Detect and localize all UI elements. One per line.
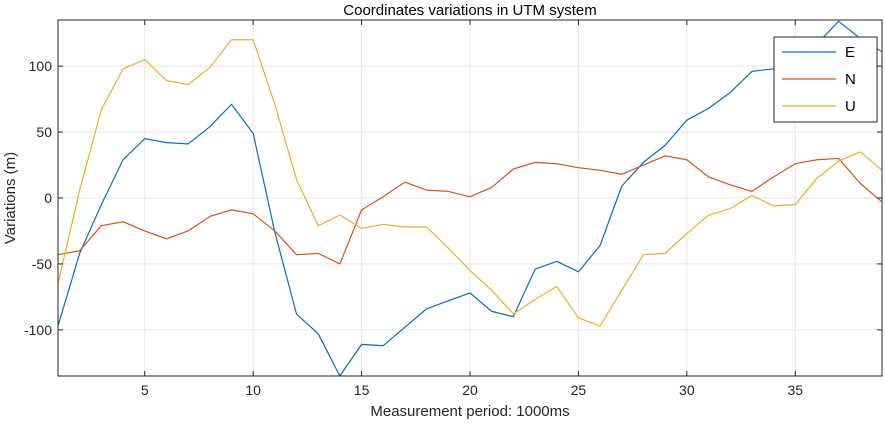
y-tick-label: 50: [36, 124, 52, 140]
series-line-e: [58, 20, 882, 376]
series-lines: [58, 20, 882, 376]
x-tick-label: 5: [141, 382, 149, 398]
x-tick-label: 25: [571, 382, 587, 398]
x-axis-label: Measurement period: 1000ms: [370, 403, 569, 420]
y-axis-label: Variations (m): [2, 152, 19, 244]
x-tick-label: 15: [354, 382, 370, 398]
legend-label-e: E: [845, 44, 855, 61]
series-line-u: [58, 39, 882, 327]
legend-label-n: N: [845, 71, 856, 88]
x-tick-label: 10: [245, 382, 261, 398]
y-tick-label: 0: [44, 190, 52, 206]
chart-title: Coordinates variations in UTM system: [343, 2, 596, 19]
y-tick-label: 100: [29, 58, 53, 74]
x-tick-label: 35: [787, 382, 803, 398]
grid: [58, 20, 882, 376]
legend-label-u: U: [845, 98, 856, 115]
legend: ENU: [773, 36, 878, 123]
x-tick-label: 20: [462, 382, 478, 398]
series-line-n: [58, 155, 882, 265]
y-tick-label: -100: [24, 322, 52, 338]
y-tick-label: -50: [32, 256, 52, 272]
axis-ticks: 5 10 15 20 25 30 35 -100 -50 0 50 100: [24, 20, 882, 398]
x-tick-label: 30: [679, 382, 695, 398]
